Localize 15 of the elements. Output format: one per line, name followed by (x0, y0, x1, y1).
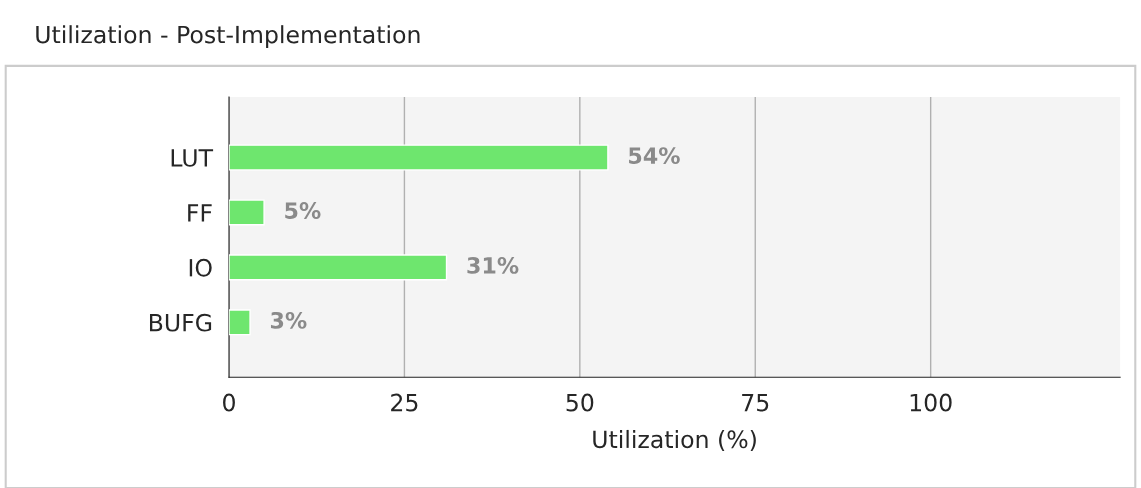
x-tick-label: 0 (223, 393, 235, 412)
y-tick-label: LUT (171, 149, 214, 167)
y-tick-label: IO (189, 258, 212, 277)
y-tick-label: BUFG (149, 313, 212, 332)
x-axis-title: Utilization (%) (593, 429, 756, 451)
data-label: 5% (285, 202, 321, 219)
y-tick-label: FF (188, 204, 212, 222)
data-label: 31% (467, 257, 519, 274)
data-label: 54% (629, 147, 680, 164)
x-tick-label: 25 (391, 393, 418, 412)
data-label: 3% (270, 311, 307, 329)
x-tick-label: 100 (910, 393, 952, 412)
x-tick-label: 50 (566, 393, 594, 412)
chart-title: Utilization - Post-Implementation (36, 25, 420, 49)
x-tick-label: 75 (742, 393, 769, 412)
